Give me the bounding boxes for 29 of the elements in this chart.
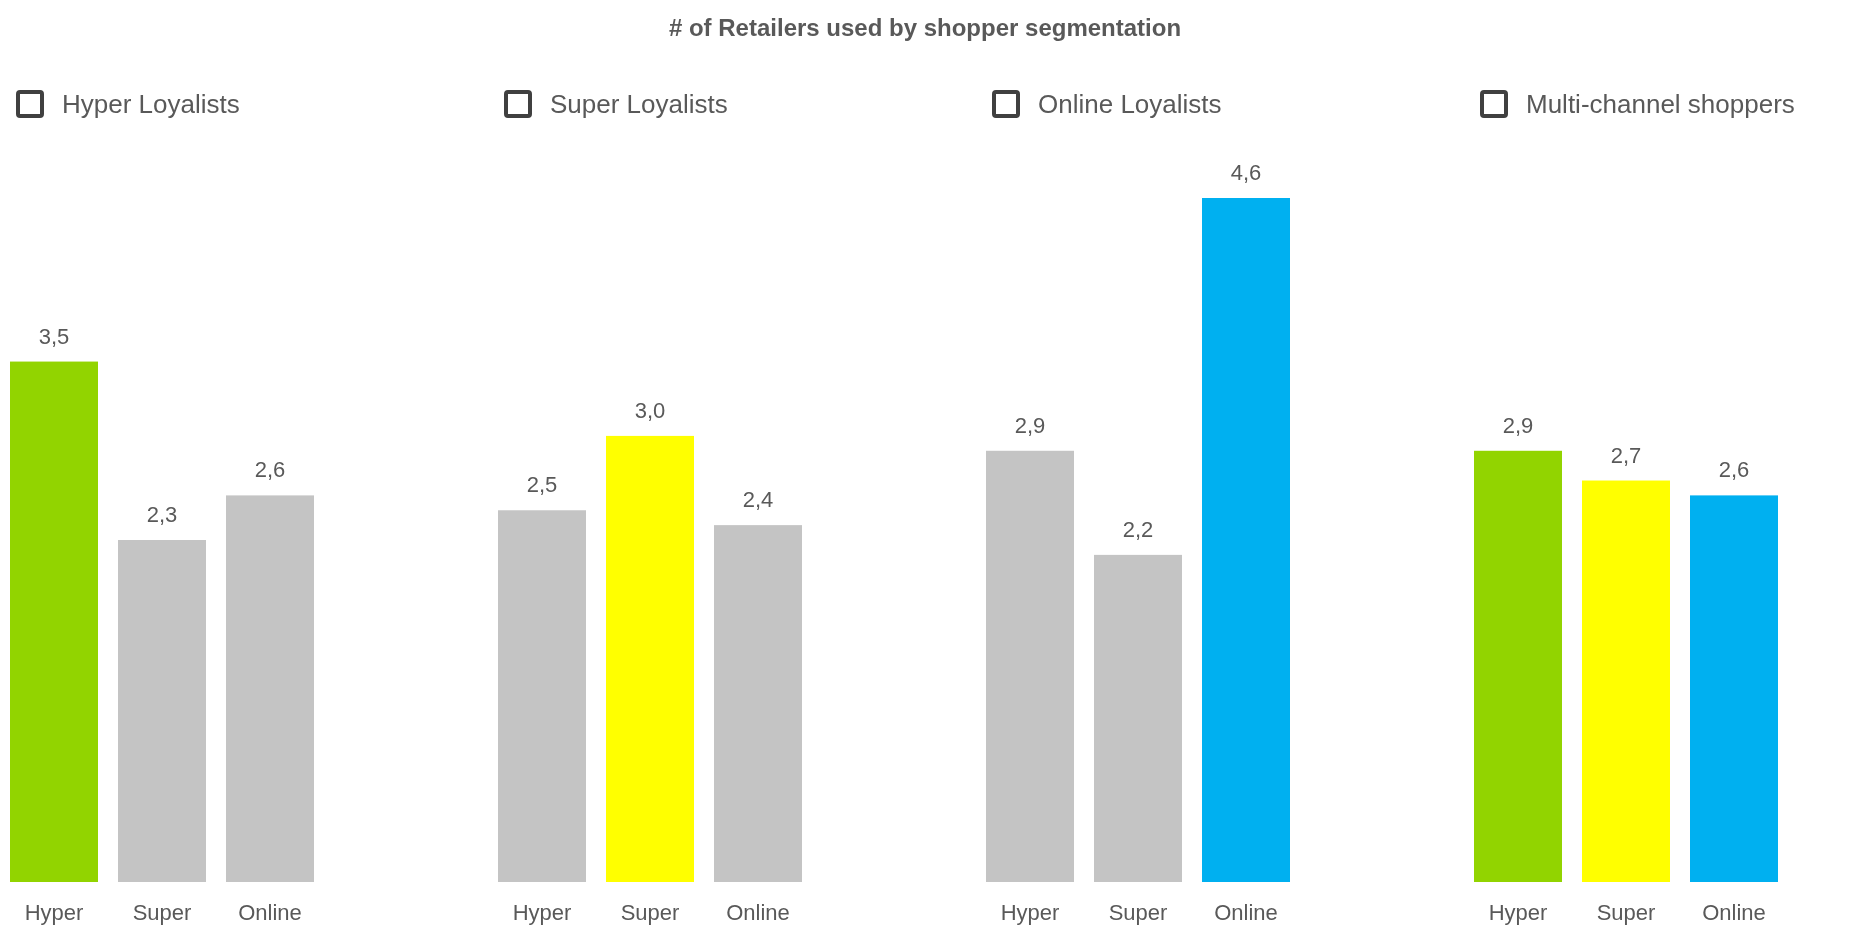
data-label: 3,5 (38, 323, 70, 349)
chart-subtitle: Hyper Loyalists (62, 89, 240, 119)
data-label: 2,9 (1502, 412, 1534, 438)
chart-subtitle: Multi-channel shoppers (1526, 89, 1795, 119)
chart-subtitle: Online Loyalists (1038, 89, 1222, 119)
x-tick-label: Super (1108, 900, 1168, 925)
data-label: 2,3 (146, 502, 178, 527)
data-label: 2,9 (1014, 412, 1046, 438)
x-tick-label: Online (1214, 900, 1278, 925)
data-label: 2,7 (1610, 442, 1642, 468)
x-tick-label: Hyper (1488, 900, 1548, 925)
chart-subtitle: Super Loyalists (550, 89, 728, 119)
data-label: 2,5 (526, 472, 558, 498)
x-tick-label: Super (620, 900, 680, 925)
data-label: 2,6 (1718, 457, 1750, 483)
x-tick-label: Super (132, 900, 192, 925)
x-tick-label: Online (1702, 900, 1766, 925)
x-tick-label: Online (726, 900, 790, 925)
x-tick-label: Online (238, 900, 302, 925)
x-tick-label: Hyper (1000, 900, 1060, 925)
data-label: 2,6 (254, 457, 286, 483)
x-tick-label: Hyper (512, 900, 572, 925)
data-label: 3,0 (634, 397, 666, 423)
data-label: 2,4 (742, 487, 774, 513)
data-label: 4,6 (1230, 160, 1262, 185)
x-tick-label: Super (1596, 900, 1656, 925)
data-label: 2,2 (1122, 516, 1154, 542)
x-tick-label: Hyper (24, 900, 84, 925)
text: # of Retailers used by shopper segmentation (668, 14, 1182, 41)
